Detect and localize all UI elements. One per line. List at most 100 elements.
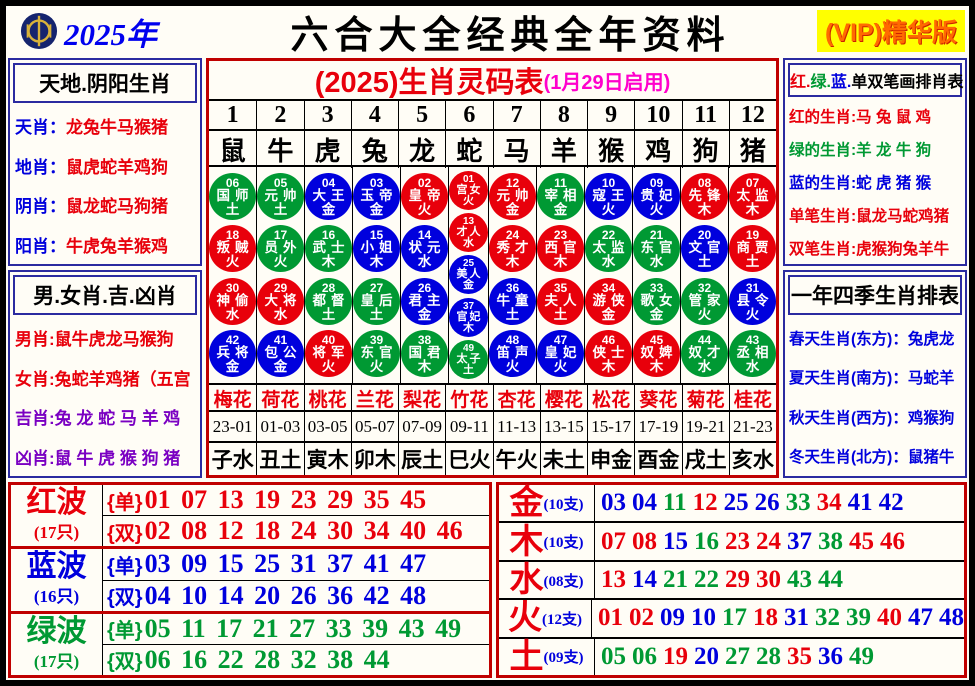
element-name: 水: [509, 561, 544, 600]
circle-number: 46: [601, 332, 616, 347]
circle-number: 03: [369, 176, 384, 191]
element-row: 金 (10支) 03 04 11 12 25 26 33 34 41 42: [499, 485, 964, 522]
circle-title: 宰相: [544, 188, 582, 204]
circle-element: 木: [417, 358, 432, 374]
panel-color-strokes-title: 红.绿.蓝.单双笔画排肖表: [788, 63, 964, 97]
circle-number: 49: [462, 342, 475, 354]
branch-cell: 亥水: [728, 443, 776, 475]
column-number: 3: [303, 101, 351, 129]
element-numbers: 07 08 15 16 23 24 37 38 45 46: [595, 523, 964, 559]
row-label: 绿的生肖:: [789, 142, 857, 160]
zodiac-circle: 28 都督土: [305, 277, 352, 325]
wave-odd-row: {单} 01 07 13 19 23 29 35 45: [103, 485, 489, 517]
circle-title: 商贾: [736, 240, 774, 256]
element-number: 26: [754, 489, 780, 517]
flower-row: 梅花 荷花 桃花 兰花 梨花 竹花 杏花 樱花 松花 葵花 菊花 桂花: [209, 383, 776, 412]
brand: 2025年: [6, 9, 204, 54]
circle-title: 县令: [736, 292, 774, 308]
circle-element: 火: [417, 202, 432, 218]
element-row: 火 (12支) 01 02 09 10 17 18 31 32 39 40 47 48: [499, 598, 964, 637]
zodiac-circle: 22 太监水: [585, 225, 632, 273]
zodiac-circle: 01 宫女火: [449, 171, 488, 211]
circle-element: 土: [369, 306, 384, 322]
zodiac-class-row: 地肖： 鼠虎蛇羊鸡狗: [10, 146, 200, 186]
column-number: 5: [398, 101, 445, 129]
zodiac-circle: 49 太子土: [449, 339, 488, 379]
circle-column: 06 国师土 18 叛贼火 30 神偷水 42 兵将金: [209, 167, 256, 383]
circle-element: 火: [601, 202, 616, 218]
circle-number: 32: [697, 280, 712, 295]
zodiac-circle: 04 大王金: [305, 173, 352, 221]
year-label: 2025年: [64, 16, 157, 52]
row-label: 春天生肖(东方)：: [789, 330, 908, 348]
row-value: 兔蛇羊鸡猪（五宫: [54, 369, 191, 389]
circle-title: 管家: [688, 292, 726, 308]
wave-name: 蓝波: [26, 550, 87, 584]
panel-nannv-title: 男.女肖.吉.凶肖: [13, 275, 197, 315]
element-number: 07: [601, 527, 626, 555]
hour-cell: 13-15: [539, 412, 587, 441]
zodiac-circle: 37 官妃木: [449, 297, 488, 337]
row-label: 蓝的生肖:: [789, 174, 857, 192]
circle-title: 奴婢: [640, 344, 678, 360]
title-red-part: 红.: [790, 74, 811, 91]
circle-number: 47: [553, 332, 568, 347]
element-number: 03: [601, 489, 626, 517]
row-value: 马蛇羊: [907, 370, 955, 388]
row-value: 兔 龙 蛇 马 羊 鸡: [54, 409, 181, 429]
branch-cell: 丑土: [256, 443, 303, 475]
circle-title: 员外: [264, 240, 302, 256]
row-value: 鼠虎蛇羊鸡狗: [66, 157, 168, 177]
season-zodiac-row: 冬天生肖(北方)： 鼠猪牛: [785, 437, 965, 477]
flower-cell: 菊花: [681, 385, 729, 412]
circle-title: 奴才: [688, 344, 726, 360]
circle-element: 火: [273, 254, 288, 270]
circle-number: 35: [553, 280, 568, 295]
circle-element: 木: [745, 202, 760, 218]
page-title: 六合大全经典全年资料: [290, 14, 731, 57]
circle-title: 大王: [312, 188, 350, 204]
circle-title: 包公: [264, 344, 302, 360]
row-label: 阳肖：: [15, 236, 66, 256]
circle-title: 将军: [312, 344, 350, 360]
circle-title: 皇帝: [408, 188, 446, 204]
element-number: 25: [723, 489, 749, 517]
zodiac-circle: 31 县令火: [729, 277, 776, 325]
circle-element: 土: [273, 202, 288, 218]
circle-title: 牛童: [496, 292, 534, 308]
wave-label: 绿波 (17只): [11, 613, 103, 675]
title-rest-part: 单双笔画排肖表: [851, 74, 964, 91]
circle-number: 36: [505, 280, 520, 295]
zodiac-circle: 11 宰相金: [537, 173, 584, 221]
element-row: 木 (10支) 07 08 15 16 23 24 37 38 45 46: [499, 521, 964, 560]
circle-number: 21: [649, 228, 664, 243]
zodiac-circle: 40 将军火: [305, 329, 352, 377]
circle-title: 元帅: [264, 188, 302, 204]
hour-cell: 21-23: [728, 412, 776, 441]
zodiac-table-title: (2025)生肖灵码表 (1月29日启用): [209, 61, 776, 99]
odd-tag: {单}: [107, 555, 143, 578]
wave-numbers: {单} 05 11 17 21 27 33 39 43 49 {双} 06 16 22…: [103, 614, 489, 675]
element-numbers: 05 06 19 20 27 28 35 36 49: [595, 639, 964, 675]
circle-title: 东官: [640, 240, 678, 256]
circle-column: 04 大王金 16 武士木 28 都督土 40 将军火: [304, 167, 352, 383]
element-number: 01: [598, 604, 623, 632]
circle-element: 水: [225, 306, 240, 322]
circle-title: 皇后: [360, 292, 398, 308]
panel-seasons: 一年四季生肖排表 春天生肖(东方)： 兔虎龙 夏天生肖(南方)： 马蛇羊 秋天生肖(西方…: [783, 270, 967, 478]
circle-number: 28: [321, 280, 336, 295]
column-animal: 龙: [398, 131, 445, 168]
circle-title: 太子: [456, 352, 483, 365]
circle-number: 41: [273, 332, 288, 347]
element-count: (10支): [543, 535, 584, 552]
circle-element: 土: [697, 254, 712, 270]
wave-odd-row: {单} 03 09 15 25 31 37 41 47: [103, 549, 489, 581]
vip-badge: (VIP)精华版: [817, 10, 965, 52]
zodiac-title-main: (2025)生肖灵码表: [314, 67, 544, 99]
circle-title: 寇王: [592, 188, 630, 204]
panel-nannv-rows: 男肖: 鼠牛虎龙马猴狗 女肖: 兔蛇羊鸡猪（五宫 吉肖: 兔 龙 蛇 马 羊 鸡凶肖: 鼠 …: [10, 318, 200, 476]
zodiac-circle: 17 员外火: [257, 225, 304, 273]
wave-label: 红波 (17只): [11, 485, 103, 547]
column-animal: 虎: [303, 131, 351, 168]
circle-title: 东官: [360, 344, 398, 360]
